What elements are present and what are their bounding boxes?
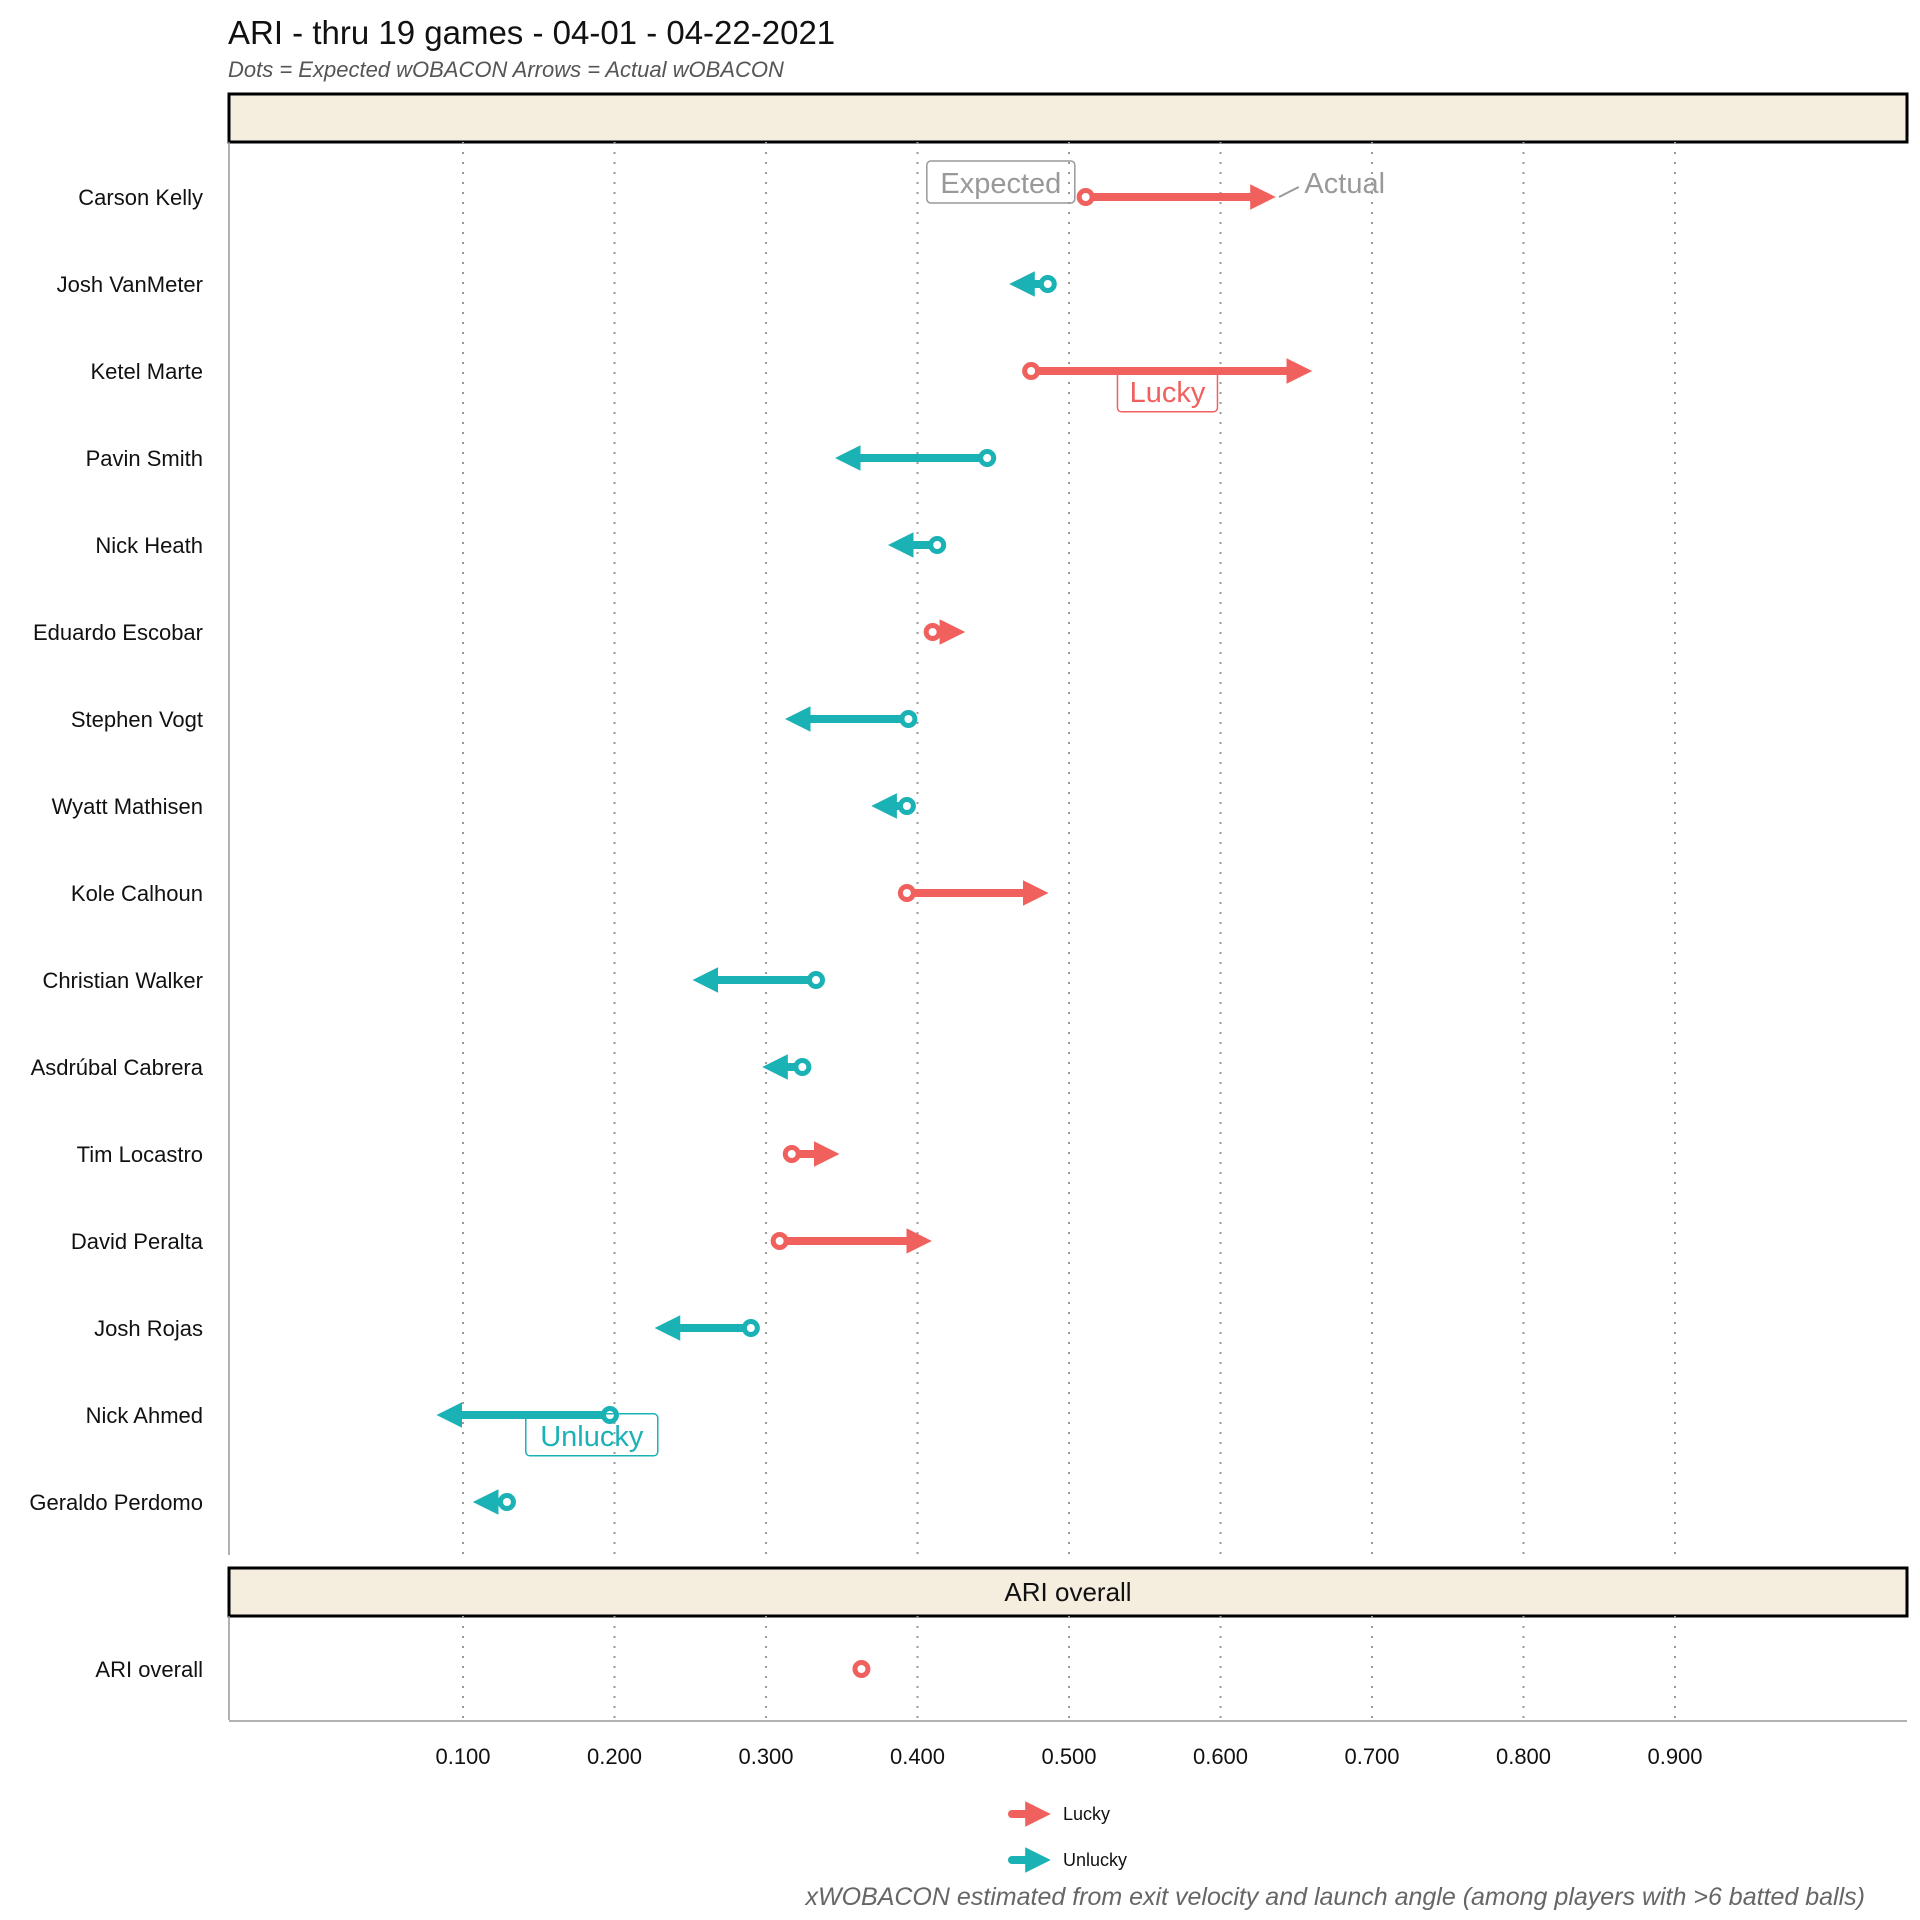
expected-dot	[770, 1232, 789, 1250]
annotation-label: Lucky	[1130, 377, 1206, 409]
player-label: Kole Calhoun	[71, 881, 203, 906]
player-label: Pavin Smith	[86, 446, 203, 471]
player-label: Nick Heath	[95, 533, 203, 558]
player-label: Asdrúbal Cabrera	[31, 1055, 204, 1080]
panel-team: ARI overall	[95, 1616, 1676, 1720]
player-label: Josh Rojas	[94, 1316, 203, 1341]
annotation-label: Unlucky	[540, 1421, 644, 1453]
chart-title: ARI - thru 19 games - 04-01 - 04-22-2021	[228, 14, 835, 51]
expected-dot	[978, 449, 997, 467]
x-tick-label: 0.800	[1496, 1744, 1551, 1769]
player-label: Eduardo Escobar	[33, 620, 203, 645]
player-label: Carson Kelly	[78, 185, 203, 210]
x-tick-label: 0.300	[738, 1744, 793, 1769]
chart-subtitle: Dots = Expected wOBACON Arrows = Actual …	[228, 57, 784, 82]
player-label: Josh VanMeter	[57, 272, 203, 297]
expected-dot	[497, 1493, 516, 1511]
panel-strip-players	[227, 92, 1909, 144]
legend-label: Lucky	[1063, 1804, 1110, 1824]
expected-dot	[852, 1660, 871, 1678]
annotation-box	[525, 1413, 659, 1457]
player-label: Stephen Vogt	[71, 707, 203, 732]
player-label: Ketel Marte	[91, 359, 204, 384]
expected-dot	[1076, 188, 1095, 206]
player-label: David Peralta	[71, 1229, 204, 1254]
x-tick-label: 0.600	[1193, 1744, 1248, 1769]
expected-dot	[782, 1145, 801, 1163]
annotation-box	[1116, 369, 1219, 413]
panel-strip-team-label: ARI overall	[1004, 1577, 1131, 1607]
panel-players: Carson Kelly Josh VanMeter Ketel Marte Pavi…	[29, 142, 1676, 1555]
panel-strip-team	[227, 1566, 1909, 1618]
player-label: Geraldo Perdomo	[29, 1490, 203, 1515]
expected-dot	[897, 797, 916, 815]
annotation-leader	[1278, 186, 1300, 198]
expected-dot	[1022, 362, 1041, 380]
annotation-box	[926, 160, 1076, 204]
expected-dot	[741, 1319, 760, 1337]
expected-dot	[899, 710, 918, 728]
player-label: Christian Walker	[42, 968, 203, 993]
x-tick-label: 0.100	[435, 1744, 490, 1769]
annotation-label: Actual	[1304, 168, 1385, 200]
x-tick-label: 0.200	[587, 1744, 642, 1769]
x-tick-label: 0.700	[1344, 1744, 1399, 1769]
expected-dot	[928, 536, 947, 554]
x-tick-label: 0.500	[1041, 1744, 1096, 1769]
legend: Lucky Unlucky	[1008, 1801, 1127, 1873]
x-tick-label: 0.400	[890, 1744, 945, 1769]
player-label: Nick Ahmed	[86, 1403, 203, 1428]
player-label: Tim Locastro	[77, 1142, 203, 1167]
annotation-label: Expected	[940, 168, 1061, 200]
player-label: Wyatt Mathisen	[52, 794, 203, 819]
x-tick-label: 0.900	[1647, 1744, 1702, 1769]
expected-dot	[1038, 275, 1057, 293]
expected-dot	[897, 884, 916, 902]
expected-dot	[793, 1058, 812, 1076]
expected-dot	[600, 1406, 619, 1424]
expected-dot	[923, 623, 942, 641]
expected-dot	[806, 971, 825, 989]
player-label: ARI overall	[95, 1657, 203, 1682]
legend-label: Unlucky	[1063, 1850, 1127, 1870]
chart-caption: xWOBACON estimated from exit velocity an…	[804, 1883, 1865, 1911]
x-axis: 0.100 0.200 0.300 0.400 0.500 0.600 0.700 0.800…	[229, 1720, 1907, 1769]
